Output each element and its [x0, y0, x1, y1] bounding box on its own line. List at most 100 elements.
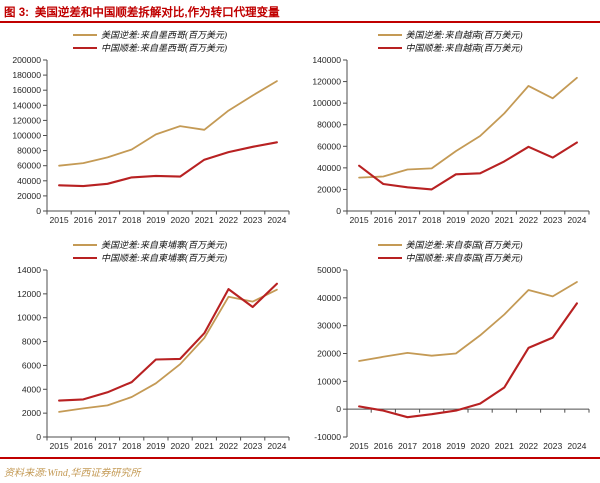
legend-item: 美国逆差:来自泰国(百万美元): [377, 238, 523, 251]
x-tick-label: 2023: [243, 215, 262, 225]
y-tick-label: 80000: [317, 120, 341, 130]
series-line-us: [58, 288, 278, 413]
y-tick-label: 0: [36, 206, 41, 216]
y-tick-label: 50000: [317, 265, 341, 275]
legend-line-swatch: [73, 243, 97, 246]
legend-line-swatch: [377, 243, 402, 246]
y-tick-label: 60000: [17, 161, 41, 171]
legend-item: 美国逆差:来自越南(百万美元): [377, 28, 523, 41]
legend-label: 中国顺差:来自柬埔寨(百万美元): [101, 253, 227, 263]
x-tick-label: 2021: [495, 441, 514, 451]
x-tick-label: 2022: [219, 215, 238, 225]
legend-line-swatch: [377, 33, 402, 36]
y-tick-label: 0: [336, 206, 341, 216]
x-tick-label: 2020: [171, 441, 190, 451]
y-tick-label: -10000: [314, 432, 341, 442]
legend-item: 中国顺差:来自泰国(百万美元): [377, 251, 523, 264]
legend-item: 中国顺差:来自墨西哥(百万美元): [73, 41, 227, 54]
y-tick-label: 20000: [317, 184, 341, 194]
y-tick-label: 140000: [312, 55, 341, 65]
y-tick-label: 10000: [317, 376, 341, 386]
y-tick-label: 0: [36, 432, 41, 442]
source-footer: 资料来源:Wind,华西证券研究所: [0, 457, 600, 483]
figure-title: 美国逆差和中国顺差拆解对比,作为转口代理变量: [34, 7, 280, 19]
legend-line-swatch: [73, 33, 97, 36]
y-tick-label: 4000: [22, 384, 41, 394]
chart-mexico: 美国逆差:来自墨西哥(百万美元) 中国顺差:来自墨西哥(百万美元) 0 20000 4…: [0, 23, 300, 233]
x-tick-label: 2017: [98, 215, 117, 225]
x-tick-label: 2021: [195, 215, 214, 225]
x-tick-label: 2018: [422, 215, 441, 225]
figure-number: 图 3:: [4, 7, 29, 19]
x-tick-label: 2017: [398, 215, 417, 225]
y-tick-label: 120000: [312, 77, 341, 87]
x-tick-label: 2016: [374, 215, 393, 225]
x-tick-label: 2020: [171, 215, 190, 225]
legend-item: 美国逆差:来自墨西哥(百万美元): [73, 28, 227, 41]
chart-plot: -10000 0 10000 20000 30000 40000 50000 2015 2016…: [314, 265, 590, 451]
y-tick-label: 20000: [317, 349, 341, 359]
y-tick-label: 100000: [312, 98, 341, 108]
x-tick-label: 2023: [543, 215, 562, 225]
y-tick-label: 40000: [317, 293, 341, 303]
y-tick-label: 120000: [12, 115, 41, 125]
legend-line-swatch: [377, 256, 402, 259]
figure-header: 图 3: 美国逆差和中国顺差拆解对比,作为转口代理变量: [0, 0, 600, 23]
y-tick-label: 60000: [317, 141, 341, 151]
legend-line-swatch: [377, 46, 402, 49]
series-line-us: [358, 76, 578, 179]
y-tick-label: 12000: [17, 289, 41, 299]
x-tick-label: 2018: [122, 441, 141, 451]
x-tick-label: 2024: [567, 215, 586, 225]
series-line-cn: [358, 141, 578, 191]
legend-label: 中国顺差:来自墨西哥(百万美元): [101, 43, 227, 53]
x-tick-label: 2018: [122, 215, 141, 225]
series-line-cn: [58, 282, 278, 402]
legend-line-swatch: [73, 256, 97, 259]
legend-label: 美国逆差:来自泰国(百万美元): [405, 240, 523, 250]
x-tick-label: 2019: [446, 441, 465, 451]
y-tick-label: 20000: [17, 191, 41, 201]
legend-item: 中国顺差:来自柬埔寨(百万美元): [73, 251, 227, 264]
legend-label: 中国顺差:来自越南(百万美元): [405, 43, 523, 53]
chart-legend: 美国逆差:来自柬埔寨(百万美元) 中国顺差:来自柬埔寨(百万美元): [73, 238, 227, 264]
legend-label: 中国顺差:来自泰国(百万美元): [405, 253, 523, 263]
chart-vietnam: 美国逆差:来自越南(百万美元) 中国顺差:来自越南(百万美元) 0 20000 400…: [300, 23, 600, 233]
chart-legend: 美国逆差:来自墨西哥(百万美元) 中国顺差:来自墨西哥(百万美元): [73, 28, 227, 54]
chart-cambodia: 美国逆差:来自柬埔寨(百万美元) 中国顺差:来自柬埔寨(百万美元) 0 2000 40…: [0, 233, 300, 455]
x-tick-label: 2020: [471, 215, 490, 225]
y-tick-label: 14000: [17, 265, 41, 275]
x-tick-label: 2019: [446, 215, 465, 225]
x-tick-label: 2015: [350, 215, 369, 225]
chart-plot: 0 20000 40000 60000 80000 100000 120000 140000 2…: [312, 55, 590, 225]
x-tick-label: 2015: [50, 215, 69, 225]
y-tick-label: 40000: [17, 176, 41, 186]
legend-label: 美国逆差:来自越南(百万美元): [405, 30, 523, 40]
x-tick-label: 2020: [471, 441, 490, 451]
y-tick-label: 160000: [12, 85, 41, 95]
x-tick-label: 2019: [146, 215, 165, 225]
y-tick-label: 8000: [22, 337, 41, 347]
legend-item: 美国逆差:来自柬埔寨(百万美元): [73, 238, 227, 251]
x-tick-label: 2024: [267, 215, 286, 225]
y-tick-label: 30000: [317, 321, 341, 331]
series-line-us: [358, 281, 578, 362]
series-line-cn: [358, 302, 578, 419]
y-tick-label: 140000: [12, 100, 41, 110]
y-tick-label: 0: [336, 404, 341, 414]
x-tick-label: 2021: [195, 441, 214, 451]
chart-plot: 0 20000 40000 60000 80000 100000 120000 140000 1…: [12, 55, 290, 225]
legend-line-swatch: [73, 46, 97, 49]
y-tick-label: 200000: [12, 55, 41, 65]
x-tick-label: 2016: [374, 441, 393, 451]
x-tick-label: 2023: [543, 441, 562, 451]
chart-legend: 美国逆差:来自泰国(百万美元) 中国顺差:来自泰国(百万美元): [377, 238, 523, 264]
x-tick-label: 2019: [146, 441, 165, 451]
legend-item: 中国顺差:来自越南(百万美元): [377, 41, 523, 54]
x-tick-label: 2015: [350, 441, 369, 451]
x-tick-label: 2015: [50, 441, 69, 451]
chart-legend: 美国逆差:来自越南(百万美元) 中国顺差:来自越南(百万美元): [377, 28, 523, 54]
legend-label: 美国逆差:来自柬埔寨(百万美元): [101, 240, 227, 250]
x-tick-label: 2024: [267, 441, 286, 451]
source-text: 资料来源:Wind,华西证券研究所: [4, 468, 141, 479]
